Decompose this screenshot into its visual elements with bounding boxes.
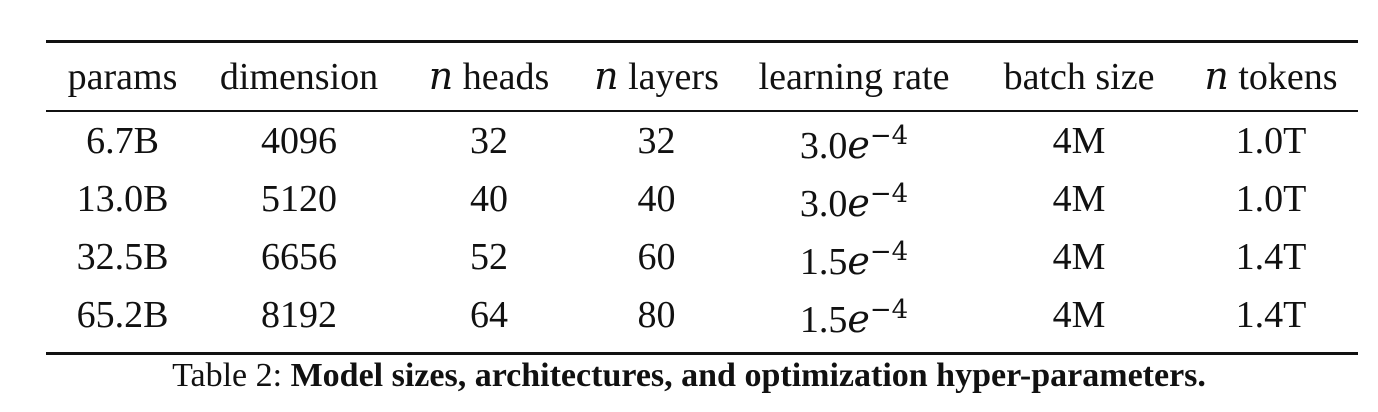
caption-label: Table 2: (172, 357, 283, 394)
n-symbol: n (428, 54, 454, 98)
cell-params: 65.2B (76, 294, 169, 336)
header-n-heads: n heads (399, 43, 579, 110)
lr-mantissa: 3.0 (799, 125, 848, 167)
table-header: params dimension n heads n layers learni… (46, 43, 1358, 110)
lr-mantissa: 3.0 (799, 183, 848, 225)
lr-mantissa: 1.5 (799, 299, 848, 341)
table-caption: Table 2: Model sizes, architectures, and… (0, 357, 1378, 395)
hyperparameter-table: params dimension n heads n layers learni… (46, 40, 1358, 355)
cell-tokens: 1.4T (1235, 236, 1307, 278)
table: params dimension n heads n layers learni… (46, 43, 1358, 352)
cell-learning-rate: 1.5e−4 (734, 228, 974, 286)
cell-heads: 40 (470, 178, 508, 220)
header-row: params dimension n heads n layers learni… (46, 43, 1358, 110)
cell-batch-size: 4M (1052, 294, 1106, 336)
lr-e: e (847, 239, 870, 283)
n-symbol: n (1204, 54, 1229, 98)
table-row: 65.2B 8192 64 80 1.5e−4 4M 1.4T (46, 286, 1358, 352)
cell-tokens: 1.0T (1235, 120, 1307, 162)
cell-batch-size: 4M (1052, 236, 1106, 278)
cell-dimension: 6656 (261, 236, 337, 278)
cell-tokens: 1.0T (1235, 178, 1307, 220)
header-layers-label: layers (628, 56, 719, 98)
cell-heads: 52 (470, 236, 508, 278)
header-batch-size: batch size (1003, 55, 1155, 98)
header-n-layers: n layers (579, 43, 734, 110)
header-heads-label: heads (462, 56, 550, 98)
table-row: 13.0B 5120 40 40 3.0e−4 4M 1.0T (46, 170, 1358, 228)
header-params: params (67, 55, 178, 98)
cell-params: 6.7B (86, 120, 159, 162)
n-symbol: n (594, 54, 619, 98)
cell-dimension: 4096 (261, 120, 337, 162)
cell-params: 13.0B (76, 178, 169, 220)
lr-exponent: −4 (869, 237, 909, 267)
cell-heads: 64 (470, 294, 508, 336)
lr-exponent: −4 (869, 179, 909, 209)
cell-learning-rate: 3.0e−4 (734, 112, 974, 170)
cell-batch-size: 4M (1052, 120, 1106, 162)
table-row: 32.5B 6656 52 60 1.5e−4 4M 1.4T (46, 228, 1358, 286)
header-dimension: dimension (219, 55, 379, 98)
header-tokens-label: tokens (1238, 56, 1338, 98)
cell-tokens: 1.4T (1235, 294, 1307, 336)
header-learning-rate: learning rate (758, 55, 950, 98)
cell-dimension: 8192 (261, 294, 337, 336)
cell-dimension: 5120 (261, 178, 337, 220)
lr-exponent: −4 (869, 295, 909, 325)
cell-heads: 32 (470, 120, 508, 162)
lr-e: e (847, 181, 870, 225)
table-row: 6.7B 4096 32 32 3.0e−4 4M 1.0T (46, 112, 1358, 170)
cell-layers: 80 (637, 294, 676, 336)
cell-layers: 60 (637, 236, 676, 278)
cell-layers: 32 (637, 120, 676, 162)
lr-e: e (847, 297, 870, 341)
cell-layers: 40 (637, 178, 676, 220)
table-body: 6.7B 4096 32 32 3.0e−4 4M 1.0T 13.0B 512… (46, 110, 1358, 352)
lr-e: e (847, 123, 870, 167)
cell-learning-rate: 1.5e−4 (734, 286, 974, 352)
caption-text: Model sizes, architectures, and optimiza… (290, 357, 1206, 394)
table-mid-rule (46, 110, 1358, 112)
lr-exponent: −4 (869, 121, 909, 151)
table-bottom-rule (46, 352, 1358, 355)
cell-params: 32.5B (76, 236, 169, 278)
lr-mantissa: 1.5 (799, 241, 848, 283)
cell-learning-rate: 3.0e−4 (734, 170, 974, 228)
cell-batch-size: 4M (1052, 178, 1106, 220)
header-n-tokens: n tokens (1184, 43, 1358, 110)
table-top-rule (46, 40, 1358, 43)
